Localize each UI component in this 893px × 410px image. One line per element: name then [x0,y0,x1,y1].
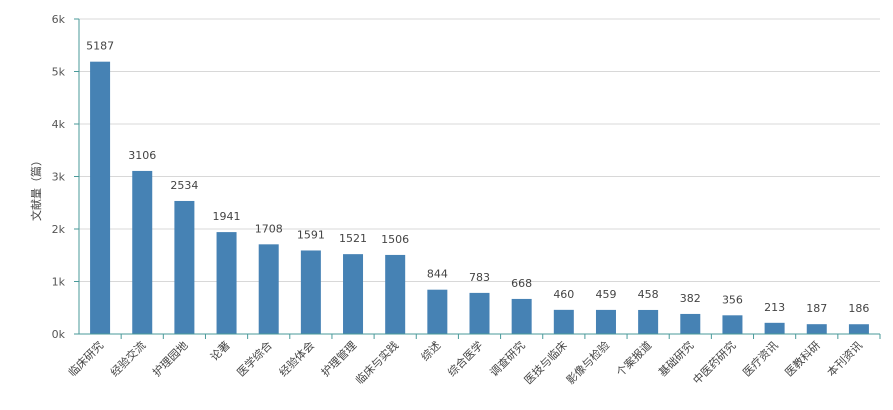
bar [343,254,364,334]
category-label: 综合医学 [445,338,486,379]
bar [806,324,827,334]
data-label: 1591 [297,228,325,241]
category-label: 论著 [207,338,232,363]
data-label: 3106 [128,149,156,162]
data-label: 1506 [381,233,409,246]
category-label: 影像与检验 [563,338,612,387]
category-label: 护理园地 [150,338,191,379]
category-label: 经验交流 [107,338,148,379]
category-label: 本刊资讯 [824,338,865,379]
data-label: 2534 [170,179,198,192]
category-label: 临床与实践 [353,338,402,387]
bar [427,289,448,334]
bar [385,254,406,334]
y-tick-label: 4k [52,118,66,131]
axes [74,18,881,339]
data-label: 1708 [255,222,283,235]
bar [764,322,785,334]
y-tick-label: 6k [52,13,66,26]
y-tick-label: 2k [52,223,66,236]
bar [216,232,237,334]
data-label: 1521 [339,232,367,245]
bar [90,61,111,335]
bar [553,309,574,334]
bar [722,315,743,334]
data-label: 668 [511,277,532,290]
bar [469,292,490,334]
category-label: 医教科研 [782,338,823,379]
data-label: 187 [806,302,827,315]
data-label: 1941 [213,210,241,223]
gridlines [79,18,880,282]
bar [680,313,701,334]
category-label: 基础研究 [655,338,696,379]
bar [300,250,321,334]
data-label: 382 [680,292,701,305]
data-label: 5187 [86,40,114,53]
bar [511,298,532,334]
data-label: 213 [764,301,785,314]
category-label: 综述 [418,338,443,363]
category-label: 中医药研究 [690,338,739,387]
bar [174,200,195,334]
data-label: 356 [722,293,743,306]
y-tick-label: 0k [52,328,66,341]
data-label: 186 [848,302,869,315]
y-tick-label: 1k [52,276,66,289]
category-label: 经验体会 [276,338,317,379]
bar [638,309,659,334]
category-label: 临床研究 [65,338,106,379]
labels: 0k 1k 2k 3k 4k 5k 6k 5187 临床研究 3106 经验交流 2534 护理园地 19… [52,13,870,387]
category-label: 个案报道 [613,338,654,379]
category-label: 医技与临床 [521,338,570,387]
category-label: 调查研究 [487,338,528,379]
y-axis-title: 文献量（篇） [29,155,43,221]
bars [90,61,869,335]
bar [258,244,279,334]
data-label: 783 [469,271,490,284]
y-tick-label: 3k [52,171,66,184]
bar [132,170,153,334]
bar [595,309,616,334]
category-label: 医学综合 [234,338,275,379]
y-tick-label: 5k [52,66,66,79]
category-label: 护理管理 [318,338,359,379]
data-label: 458 [638,288,659,301]
bar [848,324,869,334]
category-label: 医疗资讯 [740,338,781,379]
data-label: 460 [553,288,574,301]
data-label: 459 [595,288,616,301]
data-label: 844 [427,268,448,281]
